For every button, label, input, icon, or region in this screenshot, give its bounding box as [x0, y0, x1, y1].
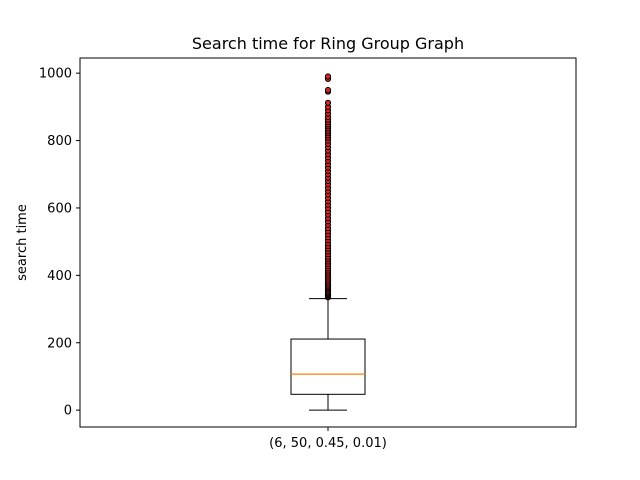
outlier-point — [324, 86, 332, 94]
x-tick-label: (6, 50, 0.45, 0.01) — [269, 436, 387, 451]
y-tick-label: 0 — [64, 404, 72, 419]
y-axis-label: search time — [15, 204, 30, 281]
plot-area — [290, 73, 366, 411]
y-axis: 0 200 400 600 800 1000 — [39, 67, 80, 419]
y-tick-label: 1000 — [39, 67, 72, 82]
y-tick-label: 200 — [47, 336, 72, 351]
y-tick-label: 400 — [47, 269, 72, 284]
outlier-point — [324, 73, 332, 80]
chart-title: Search time for Ring Group Graph — [192, 34, 464, 53]
y-tick-label: 600 — [47, 201, 72, 216]
outlier-point — [324, 99, 332, 106]
x-axis: (6, 50, 0.45, 0.01) — [269, 427, 387, 451]
plot-frame — [79, 57, 577, 428]
y-tick-label: 800 — [47, 134, 72, 149]
iqr-box — [290, 338, 366, 395]
